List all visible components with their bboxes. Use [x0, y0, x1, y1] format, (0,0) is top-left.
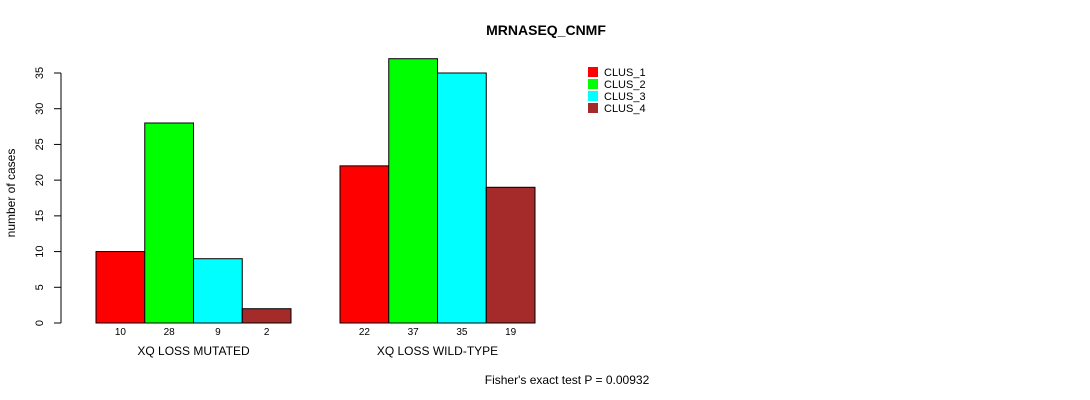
y-tick-label: 0: [34, 320, 46, 326]
y-tick-label: 10: [34, 245, 46, 257]
legend-label: CLUS_4: [604, 103, 646, 115]
legend-swatch: [588, 67, 598, 77]
legend-label: CLUS_3: [604, 91, 646, 103]
legend-swatch: [588, 103, 598, 113]
bar-value-label: 35: [456, 327, 468, 338]
legend-label: CLUS_2: [604, 79, 646, 91]
legend-label: CLUS_1: [604, 67, 646, 79]
bar-clus-3: [437, 72, 487, 324]
bar-clus-1: [339, 165, 390, 324]
bar-clus-3: [193, 258, 243, 324]
bar-value-label: 9: [215, 327, 221, 338]
y-tick-label: 25: [34, 138, 46, 150]
fisher-test-annotation: Fisher's exact test P = 0.00932: [485, 373, 650, 387]
y-tick-label: 5: [34, 284, 46, 290]
y-tick-label: 30: [34, 103, 46, 115]
bar-clus-4: [485, 186, 536, 324]
y-tick-label: 20: [34, 174, 46, 186]
y-tick-label: 15: [34, 210, 46, 222]
bar-value-label: 28: [164, 327, 176, 338]
chart-title: MRNASEQ_CNMF: [486, 22, 606, 38]
bars: 10 28 9 2 XQ LOSS MUTATED 22 37 35 19 XQ LOSS WIL…: [95, 58, 536, 358]
category-label: XQ LOSS MUTATED: [137, 344, 250, 358]
y-tick-label: 35: [34, 67, 46, 79]
legend-swatch: [588, 91, 598, 101]
bar-clus-2: [388, 58, 438, 324]
y-axis-label: number of cases: [4, 149, 18, 238]
bar-value-label: 2: [264, 327, 270, 338]
bar-value-label: 37: [408, 327, 420, 338]
bar-clus-2: [144, 122, 194, 324]
y-axis: 0 5 10 15 20 25 30 35: [34, 67, 62, 326]
bar-value-label: 19: [505, 327, 517, 338]
bar-clus-4: [241, 308, 292, 324]
bar-value-label: 22: [359, 327, 371, 338]
category-label: XQ LOSS WILD-TYPE: [377, 344, 498, 358]
bar-value-label: 10: [115, 327, 127, 338]
bar-clus-1: [95, 251, 146, 324]
legend-swatch: [588, 79, 598, 89]
